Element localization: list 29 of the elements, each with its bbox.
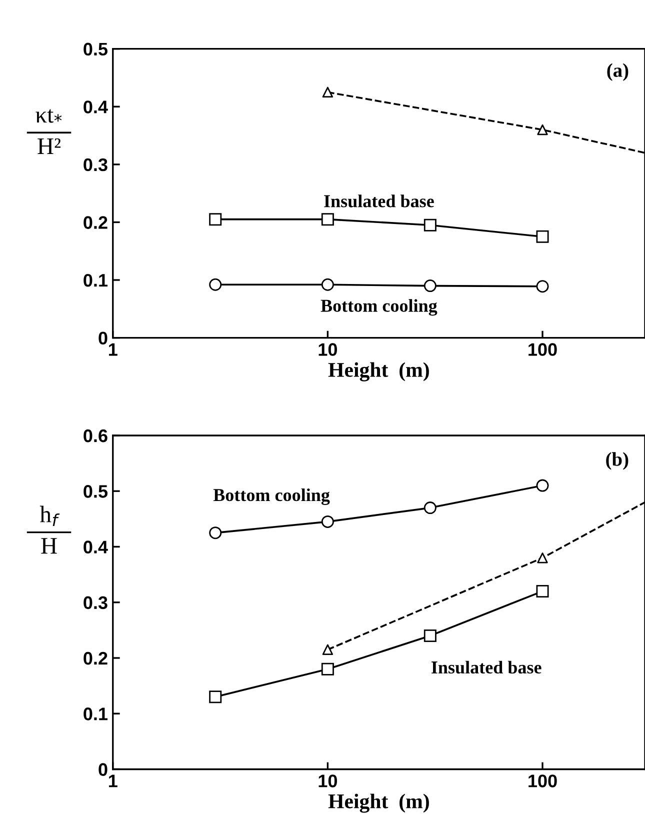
y-tick-label: 0.2	[84, 216, 108, 229]
series-label: Bottom cooling	[320, 299, 438, 316]
y-tick-label: 0	[98, 763, 108, 776]
y-tick-label: 0.2	[84, 652, 108, 665]
x-axis-title: Height (m)	[328, 362, 429, 382]
x-tick-label: 10	[318, 774, 337, 788]
y-tick-label: 0.4	[84, 540, 108, 554]
x-tick-label: 100	[528, 343, 557, 356]
annotation: (a)	[607, 63, 628, 81]
y-tick-label: 0.5	[84, 485, 108, 498]
y-tick-label: 0.6	[84, 429, 108, 442]
x-tick-label: 1	[108, 774, 118, 788]
x-tick-label: 1	[108, 343, 118, 356]
y-tick-label: 0.1	[84, 708, 108, 720]
x-tick-label: 100	[528, 774, 557, 788]
y-axis-title: κt$_{*}$ H²	[36, 109, 62, 154]
x-axis-title: Height (m)	[328, 794, 429, 813]
series-label: Bottom cooling	[213, 488, 330, 505]
y-tick-label: 0.3	[84, 596, 108, 610]
x-tick-label: 10	[318, 343, 337, 356]
y-tick-label: 0	[98, 332, 108, 345]
y-tick-label: 0.1	[84, 274, 108, 287]
y-tick-label: 0.4	[84, 100, 108, 114]
series-label: Insulated base	[324, 194, 434, 208]
annotation: (b)	[606, 452, 628, 470]
y-tick-label: 0.3	[84, 158, 108, 172]
y-axis-title: h$_{f}$ H	[40, 506, 60, 554]
y-tick-label: 0.5	[84, 42, 108, 56]
series-label: Insulated base	[432, 660, 542, 674]
